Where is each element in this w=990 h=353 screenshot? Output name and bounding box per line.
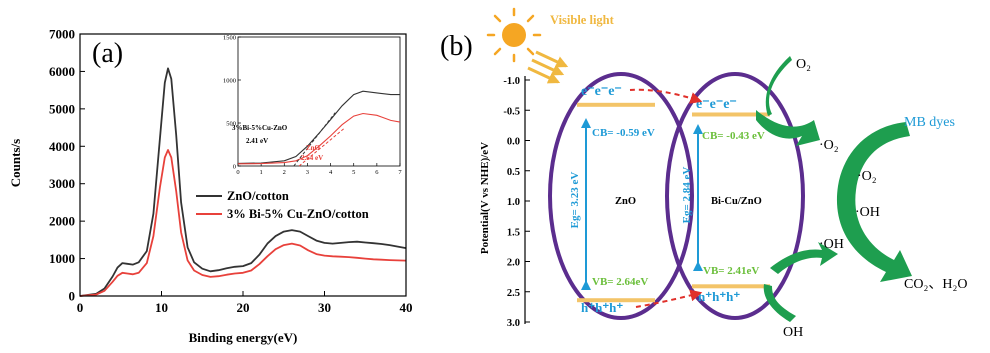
inset-tangent-line-0	[293, 112, 336, 167]
y-tick-label: 7000	[49, 27, 75, 42]
zno-cb-value: CB= -0.59 eV	[592, 127, 655, 139]
legend-entry-bicu: 3% Bi-5% Cu-ZnO/cotton	[227, 207, 369, 221]
hydroxyl-radical-label-2: ·OH	[855, 205, 880, 220]
inset-series	[237, 90, 401, 167]
inset-frame	[237, 36, 401, 167]
bicu-cb-value: CB= -0.43 eV	[702, 130, 765, 142]
potential-tick-label: -0.5	[503, 106, 520, 117]
inset-x-tick-label: 0	[236, 169, 239, 176]
bicu-holes: h⁺h⁺h⁺	[698, 289, 740, 304]
zno-bandgap-value: Eg= 3.23 eV	[569, 172, 581, 229]
potential-axis: -1.0 -0.5 0.0 0.5 1.0 1.5 2.0 2.5 3.0	[503, 76, 530, 329]
potential-tick-label: 1.5	[507, 227, 520, 238]
bicu-ellipse	[665, 72, 805, 320]
zno-name: ZnO	[615, 196, 636, 207]
inset-y-tick-label: 0	[233, 164, 236, 171]
light-rays-icon	[527, 50, 569, 84]
zno-conduction-band	[577, 102, 655, 107]
o2-label: O₂	[796, 57, 811, 72]
hydroxide-label: OH	[783, 325, 803, 340]
x-tick-label: 40	[400, 300, 413, 315]
electron-transfer-arrow	[629, 88, 703, 104]
zno-ellipse	[548, 72, 694, 320]
y-axis-label: Counts/s	[8, 139, 23, 187]
bicu-name: Bi-Cu/ZnO	[711, 196, 762, 207]
superoxide-label-2: ·O₂	[857, 169, 877, 184]
panel-label-a: (a)	[92, 38, 123, 69]
inset-series-line-bicu	[237, 112, 401, 165]
inset-x-tick-label: 7	[398, 169, 402, 176]
series-layer	[79, 67, 407, 297]
y-tick-label: 6000	[49, 64, 75, 79]
dye-degradation-arrow	[836, 122, 912, 282]
hole-transfer-arrow	[635, 289, 703, 308]
potential-tick-label: 1.0	[507, 197, 520, 208]
inset-x-tick-label: 5	[352, 169, 355, 176]
inset-x-tick-label: 3	[306, 169, 309, 176]
zno-valence-band	[577, 298, 655, 303]
bicu-conduction-band	[692, 112, 770, 117]
series-line-zno	[79, 67, 407, 297]
x-axis-label: Binding energy(eV)	[189, 330, 298, 345]
cb-reduction-arrow	[765, 56, 792, 116]
inset-y-tick-label: 500	[226, 121, 236, 128]
potential-tick-label: 0.0	[507, 137, 520, 148]
legend: ZnO/cotton 3% Bi-5% Cu-ZnO/cotton	[196, 189, 369, 221]
zno-vb-value: VB= 2.64eV	[592, 276, 648, 288]
zno-electrons: e⁻e⁻e⁻	[581, 84, 622, 99]
inset-x-tick-label: 4	[329, 169, 333, 176]
inset-y-tick-label: 1000	[223, 78, 236, 85]
cb-reduction-arrow-head	[756, 110, 820, 146]
y-tick-label: 4000	[49, 139, 75, 154]
products-label: CO₂、H₂O	[904, 277, 967, 292]
inset-x-tick-label: 1	[260, 169, 263, 176]
potential-tick-label: 0.5	[507, 167, 520, 178]
oh-arrow	[763, 284, 796, 322]
y-tick-label: 1000	[49, 251, 75, 266]
superoxide-label: ·O₂	[819, 138, 839, 153]
series-line-bicu	[79, 149, 407, 297]
inset-series-line-zno	[237, 90, 400, 164]
sun-icon	[486, 7, 542, 63]
reaction-arrows	[756, 56, 912, 322]
potential-tick-label: 2.0	[507, 258, 520, 269]
inset-annotation-bicu-eg: 2.41 eV	[246, 137, 268, 145]
bicu-bandgap-value: Eg= 2.84 eV	[681, 167, 693, 224]
y-tick-label: 0	[69, 289, 76, 304]
inset-annotation-zno: ZnO	[306, 144, 321, 152]
potential-tick-label: 2.5	[507, 288, 520, 299]
potential-axis-label: Potential(V vs NHE)/eV	[479, 142, 491, 254]
panel-b-mechanism-diagram: (b) Visible light -1.0 -0.5 0.0 0.5 1.0 1.5 2.…	[440, 7, 967, 340]
mb-dyes-label: MB dyes	[904, 115, 955, 130]
inset-y-tick-label: 1500	[223, 35, 236, 42]
inset-x-tick-label: 2	[283, 169, 286, 176]
y-tick-label: 3000	[49, 176, 75, 191]
bicu-vb-value: VB= 2.41eV	[703, 265, 759, 277]
bicu-electrons: e⁻e⁻e⁻	[696, 97, 737, 112]
x-tick-label: 0	[77, 300, 84, 315]
inset-axes: 0 1 2 3 4 5 6 7 0 500 1000 1500	[223, 35, 402, 177]
inset-chart: 0 1 2 3 4 5 6 7 0 500 1000 1500 3%Bi-5%Cu-ZnO 2.41 …	[223, 35, 402, 177]
potential-tick-label: 3.0	[507, 318, 520, 329]
zno-holes: h⁺h⁺h⁺	[581, 300, 623, 315]
inset-x-tick-label: 6	[375, 169, 379, 176]
x-tick-label: 20	[237, 300, 250, 315]
inset-annotation-zno-eg: 2.64 eV	[301, 154, 323, 162]
hydroxyl-radical-label: ·OH	[819, 237, 844, 252]
bicu-valence-band	[692, 284, 770, 289]
visible-light-label: Visible light	[550, 13, 615, 27]
vb-oxidation-arrow	[770, 242, 838, 274]
panel-label-b: (b)	[440, 31, 473, 62]
x-tick-label: 10	[155, 300, 168, 315]
y-tick-label: 5000	[49, 101, 75, 116]
y-tick-label: 2000	[49, 214, 75, 229]
legend-entry-zno: ZnO/cotton	[227, 189, 289, 203]
inset-annotation-bicu: 3%Bi-5%Cu-ZnO	[232, 124, 288, 132]
potential-tick-label: -1.0	[503, 76, 520, 87]
x-tick-label: 30	[318, 300, 331, 315]
